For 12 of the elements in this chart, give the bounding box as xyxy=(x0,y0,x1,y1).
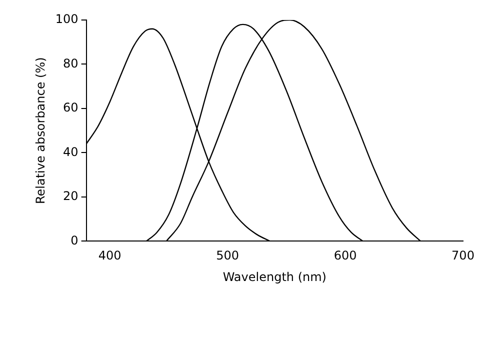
y-axis-title: Relative absorbance (%) xyxy=(33,57,48,204)
y-tick-label: 100 xyxy=(55,12,78,26)
y-tick-label: 40 xyxy=(63,144,78,159)
x-axis-title: Wavelength (nm) xyxy=(222,270,326,284)
x-tick-label: 500 xyxy=(216,248,240,263)
x-tick-label: 700 xyxy=(452,248,474,263)
y-tick-label: 80 xyxy=(63,56,78,70)
x-tick-label: 600 xyxy=(334,248,357,263)
y-tick-label: 20 xyxy=(63,189,78,204)
y-tick-label: 0 xyxy=(70,233,78,248)
y-tick-label: 60 xyxy=(63,100,78,115)
x-tick-label: 400 xyxy=(98,248,122,263)
